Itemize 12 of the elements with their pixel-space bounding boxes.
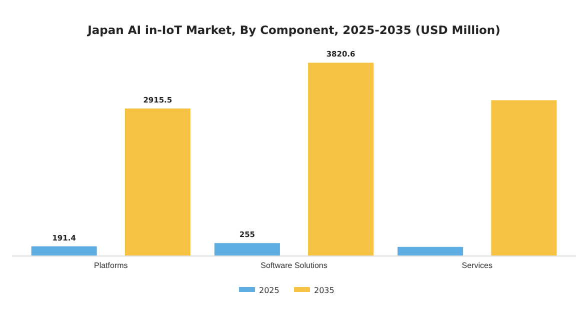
- legend-label: 2025: [259, 286, 280, 295]
- bar: [214, 243, 280, 256]
- bar: [398, 246, 464, 256]
- bar: [124, 108, 190, 256]
- x-tick-label: Platforms: [94, 260, 128, 270]
- chart-title: Japan AI in-IoT Market, By Component, 2025-2035 (USD Million): [86, 23, 500, 37]
- x-tick-label: Software Solutions: [260, 260, 328, 270]
- bar: [491, 100, 557, 256]
- bar: [31, 246, 97, 256]
- x-tick-label: Services: [462, 260, 492, 270]
- bar: [308, 62, 374, 256]
- legend-label: 2035: [314, 286, 334, 295]
